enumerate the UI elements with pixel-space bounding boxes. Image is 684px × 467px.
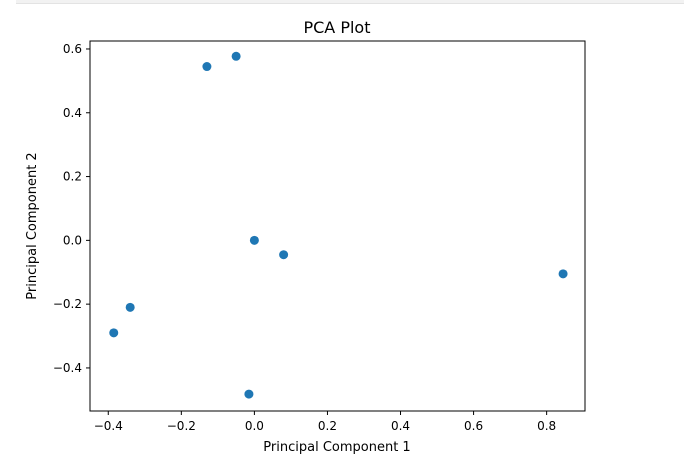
data-point (558, 269, 568, 279)
data-point (109, 328, 119, 338)
top-window-strip (16, 0, 684, 4)
data-point (125, 302, 135, 312)
data-point (202, 62, 212, 72)
y-tick-label: −0.2 (53, 297, 82, 311)
x-tick-label: 0.2 (318, 419, 337, 433)
y-tick-label: 0.2 (63, 170, 82, 184)
x-tick-label: 0.0 (245, 419, 264, 433)
y-tick-label: 0.4 (63, 106, 82, 120)
x-tick-label: −0.2 (167, 419, 196, 433)
data-point (244, 389, 254, 399)
x-tick-label: 0.4 (391, 419, 410, 433)
plot-area (89, 40, 586, 412)
x-axis-label: Principal Component 1 (263, 440, 410, 455)
x-tick-label: −0.4 (94, 419, 123, 433)
chart-title: PCA Plot (303, 18, 370, 37)
y-tick-label: 0.0 (63, 233, 82, 247)
y-tick-label: 0.6 (63, 42, 82, 56)
y-tick-label: −0.4 (53, 361, 82, 375)
y-axis-label: Principal Component 2 (25, 152, 40, 299)
x-axis: −0.4 −0.2 0.0 0.2 0.4 0.6 0.8 (94, 411, 556, 433)
data-point (279, 250, 289, 260)
y-axis: −0.4 −0.2 0.0 0.2 0.4 0.6 (53, 42, 90, 375)
x-tick-label: 0.8 (537, 419, 556, 433)
data-points (109, 51, 568, 399)
x-tick-label: 0.6 (464, 419, 483, 433)
data-point (249, 235, 259, 245)
data-point (231, 51, 241, 61)
